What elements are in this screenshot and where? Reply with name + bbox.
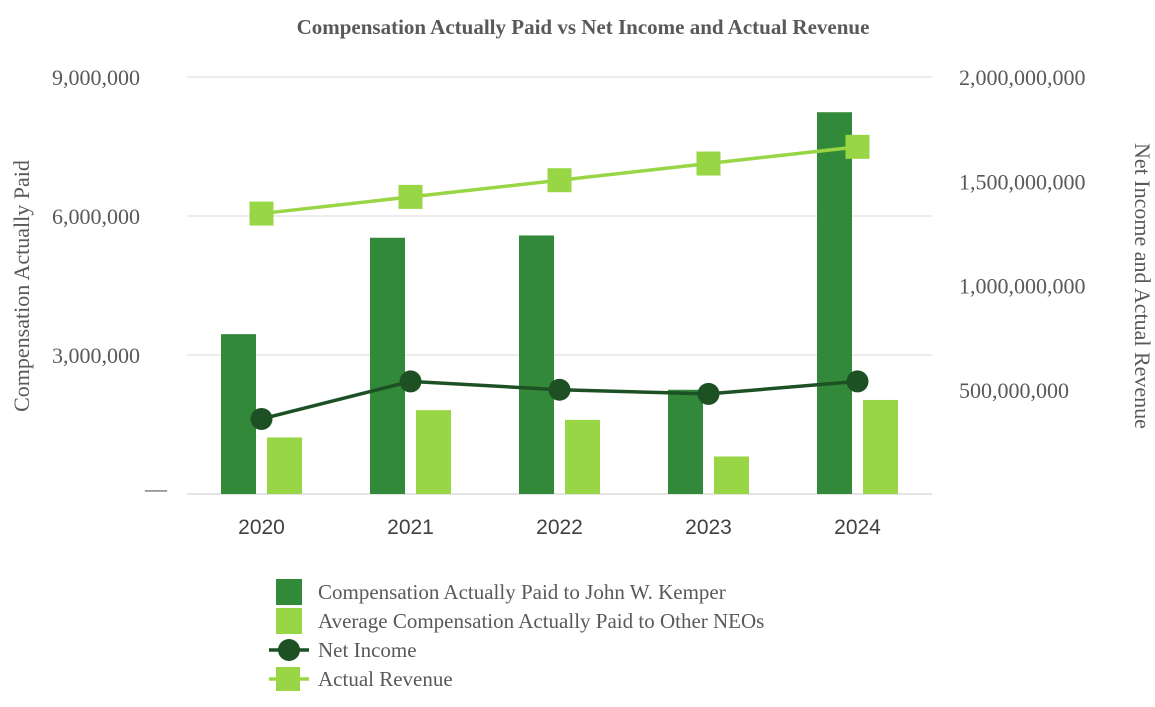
bar-ceo (370, 237, 405, 494)
left-tick-label: — (144, 476, 168, 501)
right-tick-label: 500,000,000 (959, 378, 1069, 403)
legend-label: Net Income (318, 638, 417, 662)
bar-ceo (668, 389, 703, 494)
legend: Compensation Actually Paid to John W. Ke… (269, 579, 764, 691)
legend-label: Compensation Actually Paid to John W. Ke… (318, 580, 726, 604)
x-tick-label: 2020 (238, 516, 285, 539)
bar-other-neos (267, 437, 302, 494)
legend-marker (276, 667, 300, 691)
x-tick-label: 2021 (387, 516, 434, 539)
x-tick-label: 2023 (685, 516, 732, 539)
chart-title: Compensation Actually Paid vs Net Income… (297, 15, 870, 39)
right-tick-label: 1,000,000,000 (959, 274, 1086, 299)
bar-other-neos (714, 456, 749, 494)
gridlines (187, 76, 932, 495)
left-tick-label: 3,000,000 (52, 343, 140, 368)
net-income-point (548, 378, 571, 401)
axes: Compensation Actually Paid vs Net Income… (9, 15, 1155, 539)
legend-marker (278, 639, 300, 661)
bar-ceo (221, 334, 256, 494)
legend-swatch (276, 608, 302, 634)
net-income-point (399, 370, 422, 393)
bar-ceo (519, 235, 554, 494)
actual-revenue-point (398, 184, 423, 209)
actual-revenue-point (249, 201, 274, 226)
left-tick-label: 9,000,000 (52, 65, 140, 90)
bars (221, 112, 898, 495)
right-tick-label: 2,000,000,000 (959, 65, 1086, 90)
x-tick-label: 2024 (834, 516, 881, 539)
bar-other-neos (416, 410, 451, 494)
legend-swatch (276, 579, 302, 605)
legend-label: Average Compensation Actually Paid to Ot… (318, 609, 764, 633)
left-tick-label: 6,000,000 (52, 204, 140, 229)
actual-revenue-point (696, 151, 721, 176)
series-lines (249, 134, 870, 430)
right-axis-label: Net Income and Actual Revenue (1130, 143, 1155, 429)
bar-other-neos (863, 399, 898, 494)
net-income-point (697, 382, 720, 405)
net-income-point (250, 407, 273, 430)
left-axis-label: Compensation Actually Paid (9, 160, 34, 412)
x-tick-label: 2022 (536, 516, 583, 539)
legend-label: Actual Revenue (318, 667, 453, 691)
right-tick-label: 1,500,000,000 (959, 169, 1086, 194)
actual-revenue-point (547, 168, 572, 193)
actual-revenue-point (845, 134, 870, 159)
net-income-point (846, 370, 869, 393)
bar-ceo (817, 112, 852, 495)
bar-other-neos (565, 419, 600, 494)
